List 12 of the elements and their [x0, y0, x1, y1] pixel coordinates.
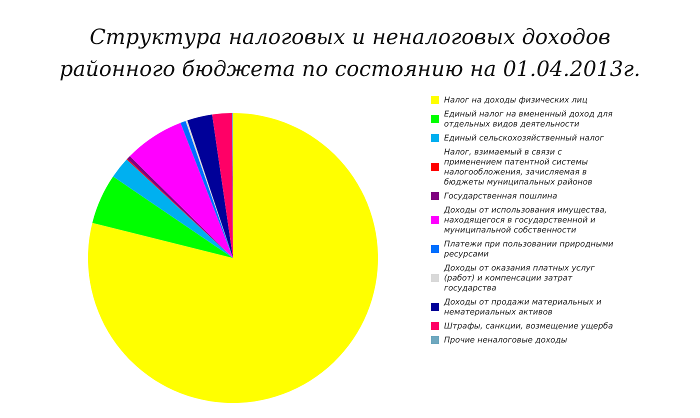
legend-label: Государственная пошлина [444, 192, 558, 200]
legend-label: Доходы от использования имущества, находящегося в государственной и муниципальной собственности [443, 206, 610, 234]
legend-label: Штрафы, санкции, возмещение ущерба [444, 322, 614, 330]
legend-label: Доходы от оказания платных услуг (работ) и компенсации затрат государства [443, 264, 598, 292]
legend-label: Налог на доходы физических лиц [444, 96, 588, 104]
legend-label: Единый сельскохозяйственный налог [444, 134, 605, 142]
chart-title: Структура налоговых и неналоговых доходов районного бюджета по состоянию на 01.04.2013г. [60, 25, 640, 81]
legend-label: Доходы от продажи материальных и нематериальных активов [443, 298, 604, 316]
legend-label: Единый налог на вмененный доход для отдельных видов деятельности [444, 110, 616, 128]
legend-label: Платежи при пользовании природными ресурсами [443, 240, 616, 258]
legend-label: Прочие неналоговые доходы [444, 336, 568, 344]
legend-label: Налог, взимаемый в связи с применением патентной системы налогообложения, зачисляемая в бюджеты муниципальных районов [444, 148, 593, 186]
